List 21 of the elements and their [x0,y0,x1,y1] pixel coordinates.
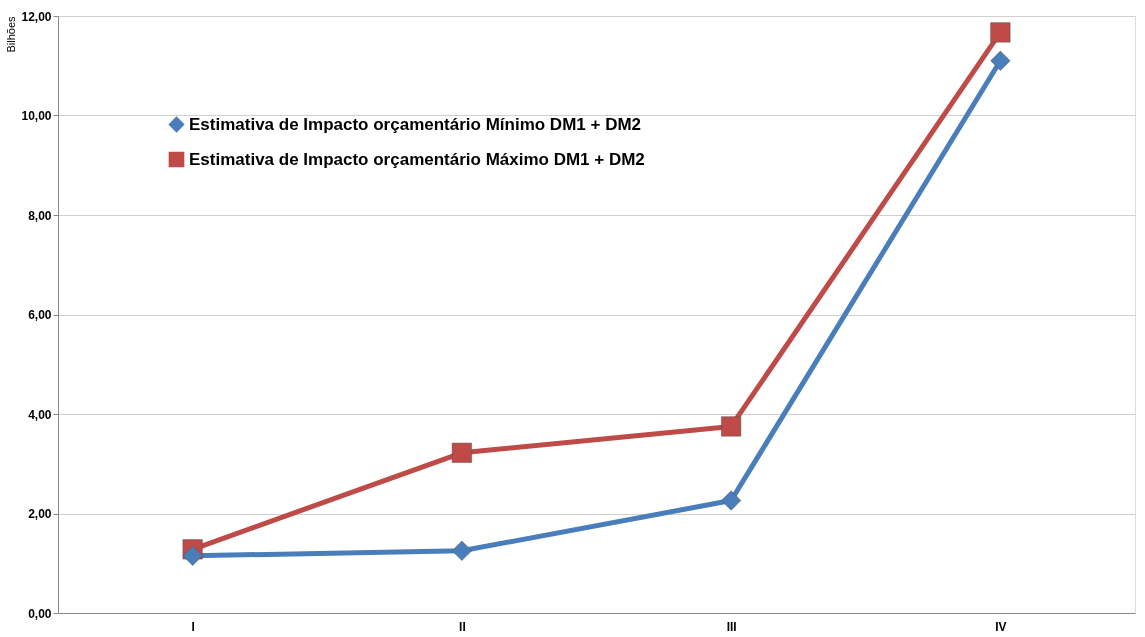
legend-label: Estimativa de Impacto orçamentário Mínimo DM1 + DM2 [189,114,642,134]
y-tick-label: 6,00 [28,308,52,322]
y-tick-label: 12,00 [21,9,52,24]
y-tick-label: 4,00 [28,407,52,422]
point [451,442,472,463]
y-tick-label: 8,00 [28,208,52,223]
point [451,540,472,561]
point [990,50,1011,71]
y-tick-label: 0,00 [28,606,52,621]
x-tick-label: I [191,619,195,634]
legend-label: Estimativa de Impacto orçamentário Máximo DM1 + DM2 [189,149,645,169]
point [721,416,742,437]
x-tick-label: III [726,619,737,634]
x-tick-label: IV [995,619,1007,634]
point [721,490,742,511]
y-tick-label: 2,00 [28,507,52,521]
x-tick-label: II [459,619,466,634]
y-tick-label: 10,00 [21,109,52,123]
point [990,22,1011,43]
point [182,545,203,566]
y-axis-title: Bilhões [5,16,18,53]
